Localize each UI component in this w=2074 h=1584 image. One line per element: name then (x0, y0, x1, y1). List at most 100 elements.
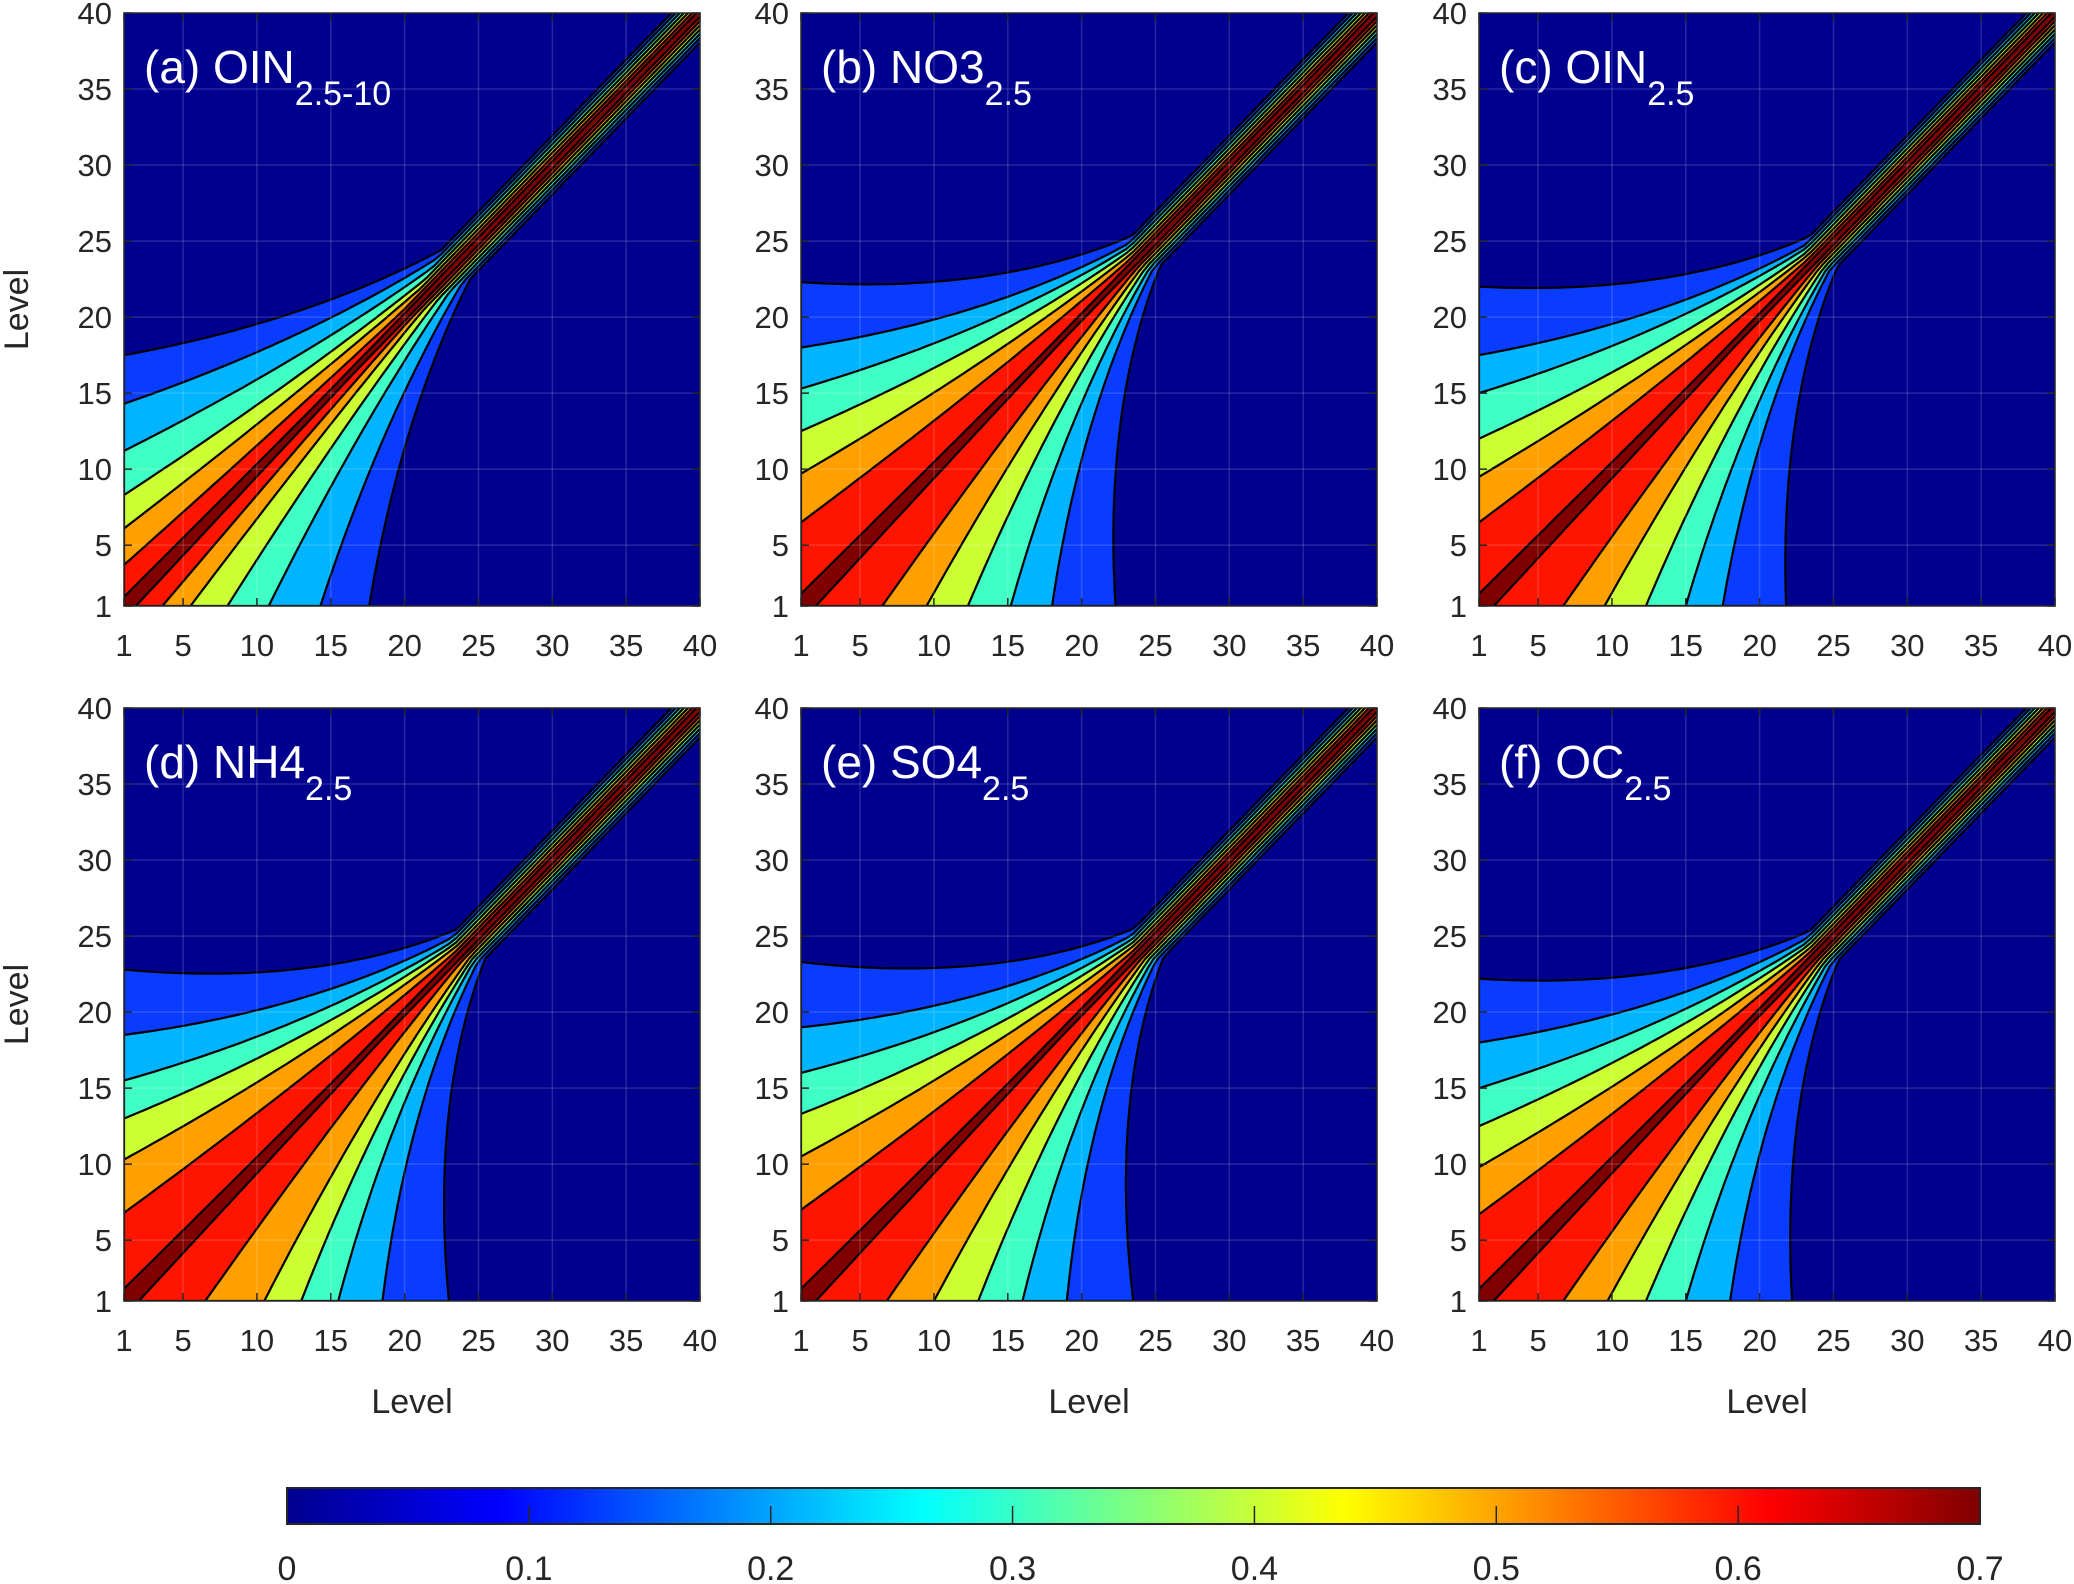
x-tick-label: 25 (1138, 628, 1172, 663)
y-tick-label: 10 (755, 1147, 789, 1182)
y-tick-label: 15 (755, 376, 789, 411)
y-tick-label: 20 (755, 995, 789, 1030)
axes-box (1478, 12, 2056, 607)
contour-band-0.7 (124, 13, 700, 606)
panel-title-subscript: 2.5-10 (295, 75, 391, 113)
y-tick-label: 1 (95, 589, 112, 624)
y-tick-label: 15 (1433, 1071, 1467, 1106)
x-tick-label: 15 (991, 1323, 1025, 1358)
y-tick-label: 1 (1450, 1284, 1467, 1319)
x-tick-label: 10 (1595, 628, 1629, 663)
y-tick-label: 30 (78, 148, 112, 183)
y-tick-label: 1 (95, 1284, 112, 1319)
y-tick-label: 20 (1433, 300, 1467, 335)
y-tick-label: 40 (1433, 691, 1467, 726)
y-tick-label: 15 (78, 376, 112, 411)
y-tick-label: 5 (95, 528, 112, 563)
y-tick-label: 30 (755, 148, 789, 183)
y-tick-label: 25 (1433, 919, 1467, 954)
colorbar-tick-label: 0.5 (1473, 1550, 1520, 1584)
x-tick-label: 5 (174, 1323, 191, 1358)
contour-band-0.7 (1479, 13, 2055, 606)
x-tick-label: 30 (535, 628, 569, 663)
x-tick-label: 20 (1742, 1323, 1776, 1358)
x-tick-label: 10 (917, 628, 951, 663)
y-tick-label: 5 (1450, 528, 1467, 563)
x-tick-label: 20 (1742, 628, 1776, 663)
x-tick-label: 1 (1470, 628, 1487, 663)
y-tick-label: 30 (755, 843, 789, 878)
y-tick-label: 30 (78, 843, 112, 878)
x-tick-label: 25 (1816, 628, 1850, 663)
x-tick-label: 40 (1360, 1323, 1394, 1358)
colorbar-tick-label: 0.3 (989, 1550, 1036, 1584)
x-tick-label: 5 (174, 628, 191, 663)
y-tick-label: 5 (772, 1223, 789, 1258)
x-tick-label: 25 (461, 628, 495, 663)
x-tick-label: 10 (240, 1323, 274, 1358)
panel-title: (e) SO42.5 (821, 736, 1029, 808)
contour-band-0.7 (801, 13, 1377, 606)
colorbar: 0 0.1 0.2 0.3 0.4 0.5 0.6 0.7 (278, 1487, 2004, 1584)
colorbar-tick-label: 0.6 (1715, 1550, 1762, 1584)
contour-bands (1479, 708, 2055, 1301)
panel-title-main: (b) NO3 (821, 41, 985, 93)
panel-title-subscript: 2.5 (1647, 75, 1694, 113)
x-tick-label: 15 (1669, 1323, 1703, 1358)
y-tick-label: 40 (78, 0, 112, 31)
panel-title: (d) NH42.5 (144, 736, 352, 808)
y-axis-label: Level (0, 964, 36, 1045)
y-tick-label: 15 (78, 1071, 112, 1106)
x-tick-label: 15 (991, 628, 1025, 663)
x-tick-label: 30 (535, 1323, 569, 1358)
panel-title-main: (c) OIN (1499, 41, 1647, 93)
x-tick-label: 15 (1669, 628, 1703, 663)
y-tick-label: 25 (78, 919, 112, 954)
x-tick-label: 35 (1964, 628, 1998, 663)
y-tick-label: 10 (78, 452, 112, 487)
axes-box (800, 707, 1378, 1302)
x-tick-label: 10 (1595, 1323, 1629, 1358)
x-tick-label: 35 (1964, 1323, 1998, 1358)
y-tick-label: 35 (1433, 767, 1467, 802)
x-axis-label: Level (1726, 1383, 1807, 1421)
contour-bands (1479, 13, 2055, 606)
y-tick-label: 1 (772, 589, 789, 624)
x-tick-label: 30 (1212, 628, 1246, 663)
y-axis-label: Level (0, 269, 36, 350)
y-tick-label: 40 (755, 0, 789, 31)
x-tick-label: 20 (387, 628, 421, 663)
contour-bands (124, 13, 700, 606)
panel-title: (f) OC2.5 (1499, 736, 1671, 808)
contour-bands (124, 708, 700, 1301)
x-tick-label: 40 (2038, 1323, 2072, 1358)
x-tick-label: 40 (683, 628, 717, 663)
colorbar-tick-label: 0.1 (505, 1550, 552, 1584)
panel-title-main: (e) SO4 (821, 736, 982, 788)
panel-title: (c) OIN2.5 (1499, 41, 1694, 113)
x-tick-label: 30 (1890, 1323, 1924, 1358)
y-tick-label: 35 (78, 767, 112, 802)
y-tick-label: 25 (755, 224, 789, 259)
x-axis-label: Level (371, 1383, 452, 1421)
x-tick-label: 1 (115, 1323, 132, 1358)
x-tick-label: 5 (1529, 1323, 1546, 1358)
y-tick-label: 10 (755, 452, 789, 487)
x-tick-label: 20 (387, 1323, 421, 1358)
y-tick-label: 25 (78, 224, 112, 259)
axes-box (123, 12, 701, 607)
y-tick-label: 30 (1433, 843, 1467, 878)
y-tick-label: 1 (1450, 589, 1467, 624)
x-tick-label: 20 (1064, 1323, 1098, 1358)
axes-box (800, 12, 1378, 607)
y-tick-label: 1 (772, 1284, 789, 1319)
panel-title-subscript: 2.5 (985, 75, 1032, 113)
x-tick-label: 20 (1064, 628, 1098, 663)
colorbar-tick-label: 0.7 (1956, 1550, 2003, 1584)
x-tick-label: 40 (683, 1323, 717, 1358)
